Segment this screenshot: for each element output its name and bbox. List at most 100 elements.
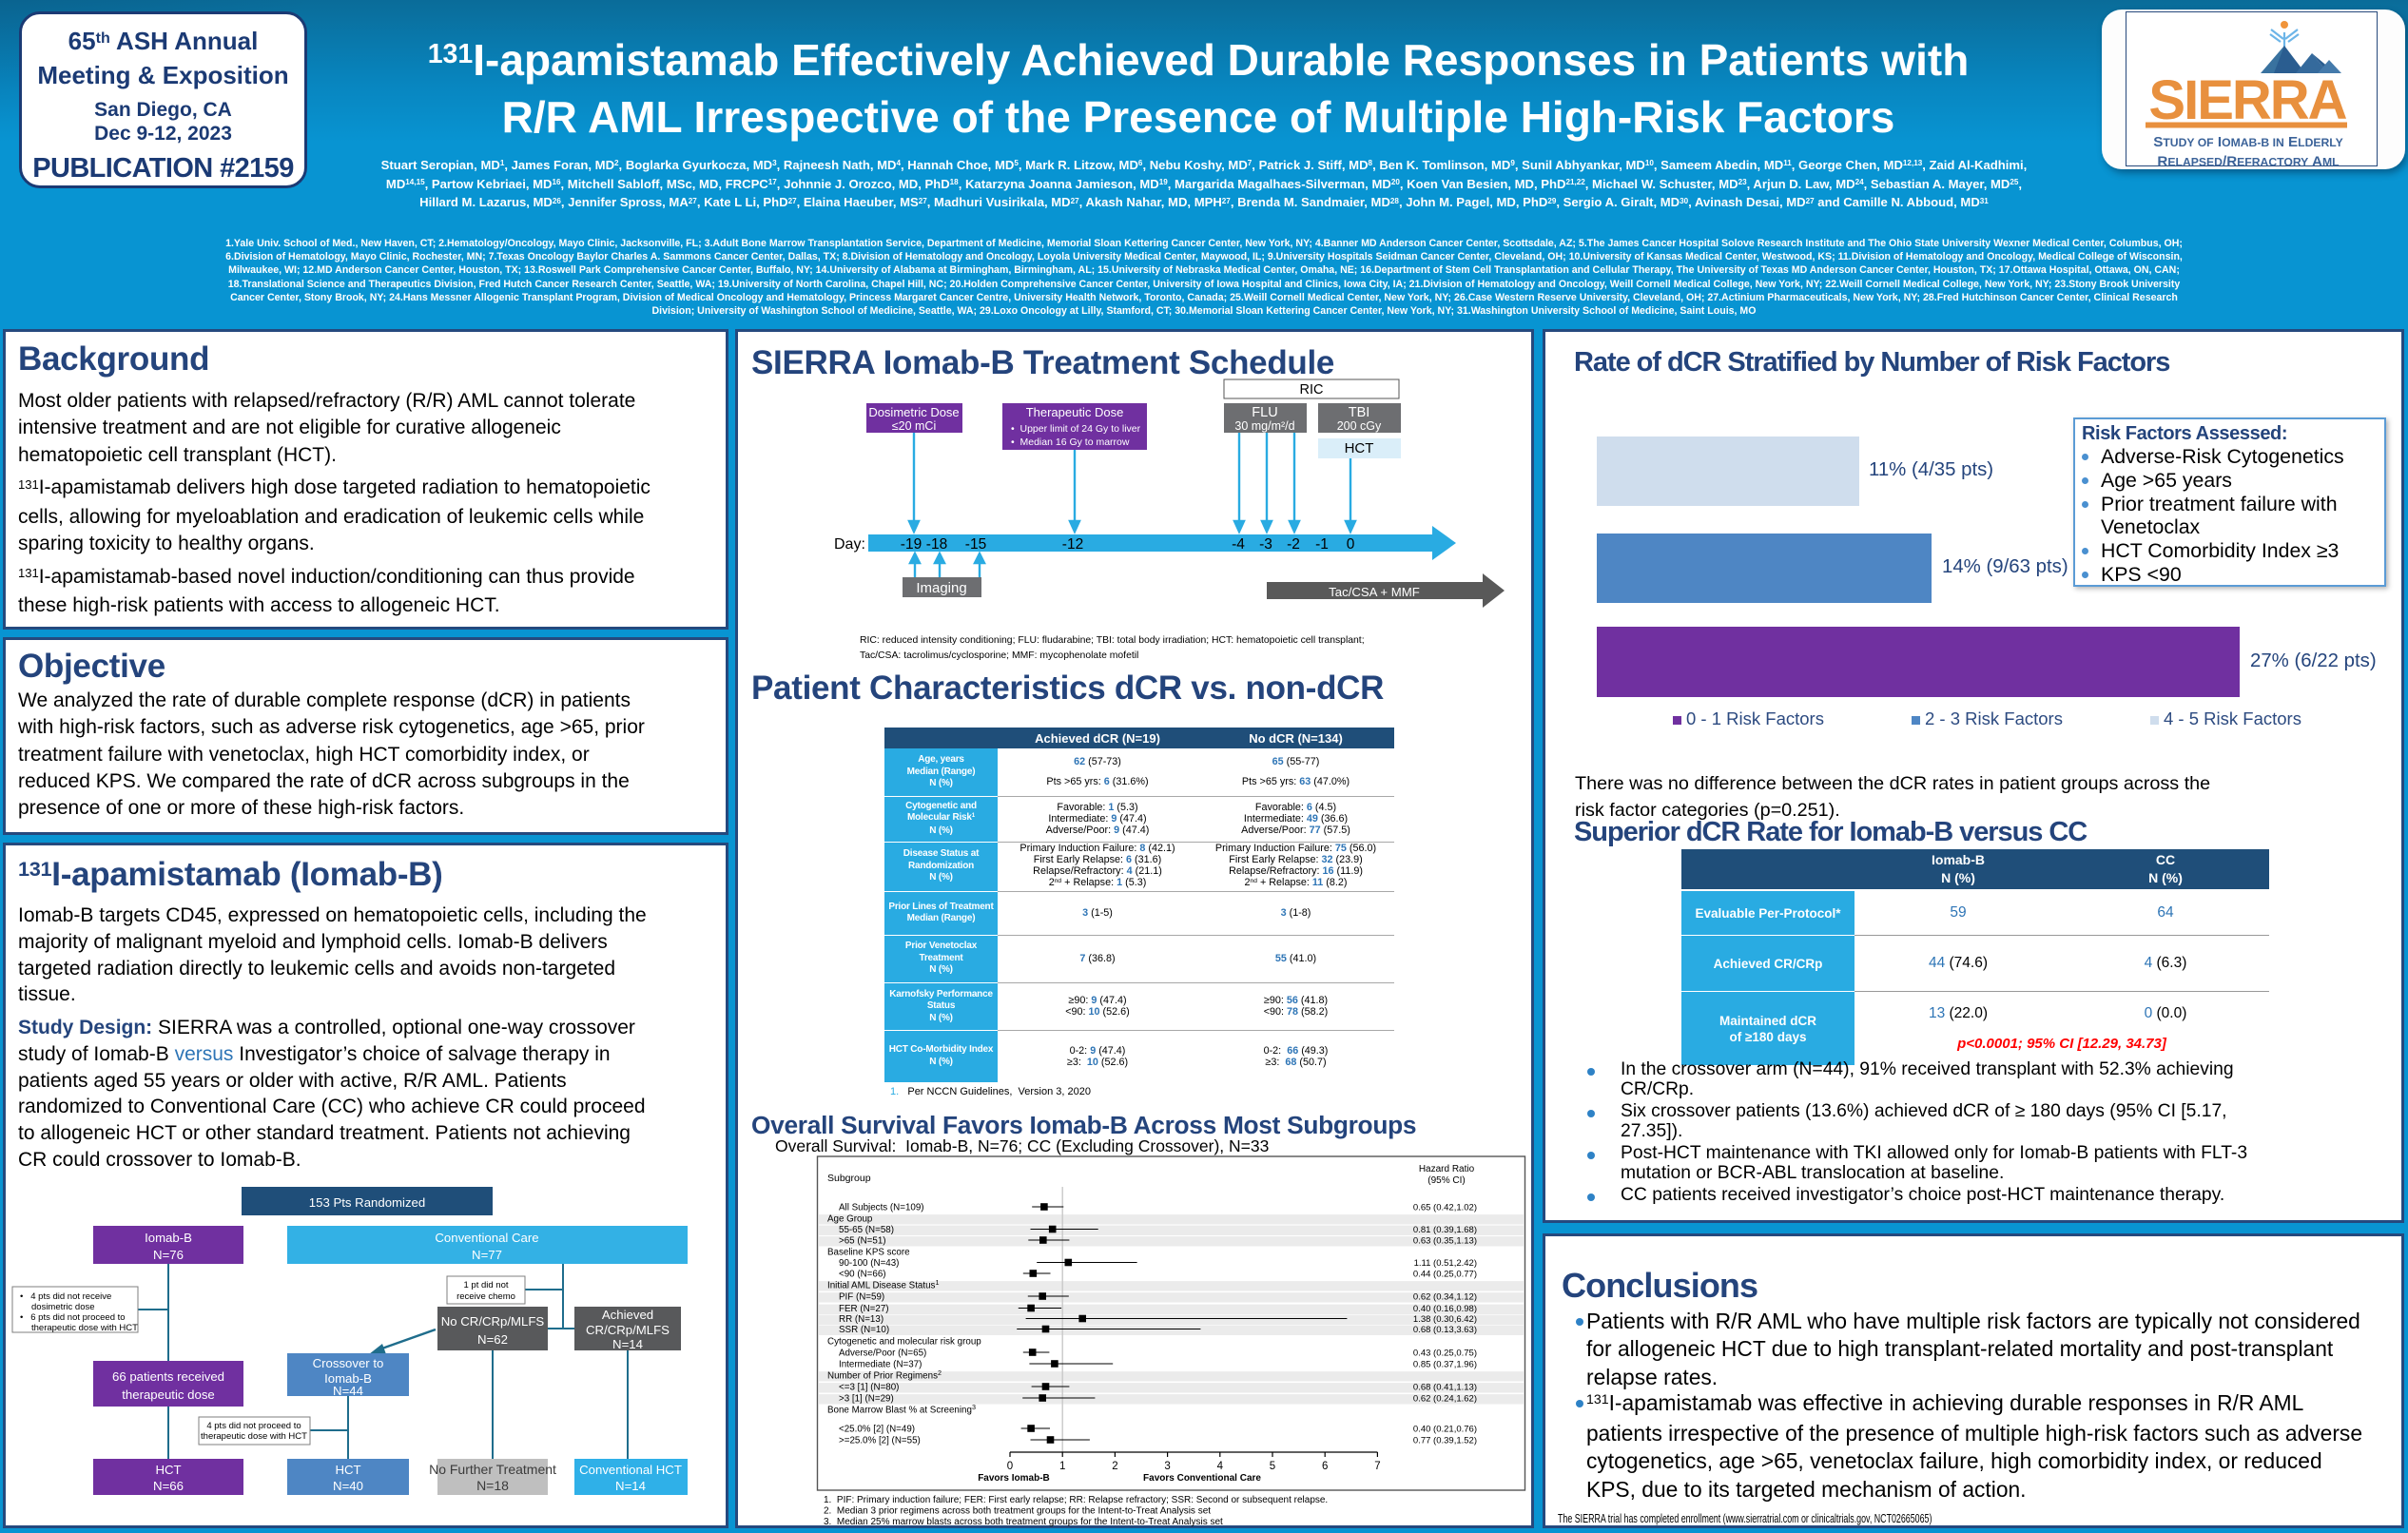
svg-text:1 pt did not: 1 pt did not [463,1280,508,1290]
svg-text:Dosimetric Dose: Dosimetric Dose [868,405,959,419]
svg-text:• 6 pts did not proceed to: • 6 pts did not proceed to [20,1312,126,1323]
svg-text:-1: -1 [1315,536,1329,553]
svg-text:therapeutic dose: therapeutic dose [122,1387,215,1402]
svg-text:55-65 (N=58): 55-65 (N=58) [839,1225,894,1235]
svg-text:N=77: N=77 [472,1248,502,1262]
svg-text:N=62: N=62 [477,1332,508,1347]
svg-text:STUDY OF IOMAB-B IN ELDERLY: STUDY OF IOMAB-B IN ELDERLY [2153,134,2343,150]
svg-text:dosimetric dose: dosimetric dose [31,1302,95,1312]
svg-text:0.40 (0.21,0.76): 0.40 (0.21,0.76) [1413,1425,1477,1435]
svg-text:≤20 mCi: ≤20 mCi [892,419,936,433]
svg-text:Therapeutic Dose: Therapeutic Dose [1026,405,1124,419]
svg-text:1. PIF: Primary induction fai: 1. PIF: Primary induction failure; FER: … [824,1495,1328,1505]
svg-text:153 Pts Randomized: 153 Pts Randomized [309,1195,425,1210]
svg-text:<=3 [1] (N=80): <=3 [1] (N=80) [839,1383,899,1393]
svg-text:Intermediate (N=37): Intermediate (N=37) [839,1360,922,1370]
svg-text:-15: -15 [965,536,986,553]
svg-text:RIC: RIC [1300,382,1324,398]
svg-text:<25.0% [2] (N=49): <25.0% [2] (N=49) [839,1425,915,1435]
svg-text:1: 1 [1059,1461,1065,1472]
svg-text:Subgroup: Subgroup [827,1173,871,1184]
svg-text:0.62 (0.24,1.62): 0.62 (0.24,1.62) [1413,1394,1477,1405]
svg-text:receive chemo: receive chemo [456,1291,515,1302]
svg-text:therapeutic dose with HCT: therapeutic dose with HCT [31,1323,138,1333]
svg-text:-19: -19 [901,536,922,553]
svg-text:-12: -12 [1062,536,1083,553]
svg-text:• Median 16 Gy to marrow: • Median 16 Gy to marrow [1011,437,1130,448]
svg-text:Conventional Care: Conventional Care [435,1231,538,1245]
svg-text:RIC: reduced intensity conditi: RIC: reduced intensity conditioning; FLU… [860,635,1365,646]
svg-text:7: 7 [1374,1461,1380,1472]
svg-text:FLU: FLU [1252,405,1277,420]
svg-text:0.77 (0.39,1.52): 0.77 (0.39,1.52) [1413,1436,1477,1446]
svg-text:66 patients received: 66 patients received [112,1369,224,1384]
svg-text:Number of Prior Regimens2: Number of Prior Regimens2 [827,1368,942,1382]
svg-text:FER (N=27): FER (N=27) [839,1304,889,1314]
svg-text:1.38 (0.30,6.42): 1.38 (0.30,6.42) [1413,1314,1477,1325]
svg-text:No Further Treatment: No Further Treatment [429,1462,556,1477]
svg-text:HCT: HCT [335,1463,360,1477]
svg-text:SSR (N=10): SSR (N=10) [839,1325,889,1335]
svg-text:PIF (N=59): PIF (N=59) [839,1292,884,1303]
svg-text:3: 3 [1164,1461,1170,1472]
svg-text:>65 (N=51): >65 (N=51) [839,1236,886,1247]
svg-text:0.63 (0.35,1.13): 0.63 (0.35,1.13) [1413,1236,1477,1247]
svg-text:0.43 (0.25,0.75): 0.43 (0.25,0.75) [1413,1349,1477,1359]
svg-text:N=40: N=40 [333,1479,363,1493]
svg-text:Conventional HCT: Conventional HCT [579,1463,682,1477]
svg-text:-4: -4 [1232,536,1245,553]
svg-text:2: 2 [1112,1461,1117,1472]
svg-text:No CR/CRp/MLFS: No CR/CRp/MLFS [441,1314,545,1329]
svg-text:<90 (N=66): <90 (N=66) [839,1270,886,1280]
svg-text:• Upper limit of 24 Gy to liv: • Upper limit of 24 Gy to liver [1011,423,1141,435]
svg-text:2. Median 3 prior regimens ac: 2. Median 3 prior regimens across both t… [824,1506,1211,1517]
svg-text:N=14: N=14 [612,1337,643,1351]
svg-text:N=18: N=18 [476,1478,509,1493]
svg-text:0.62 (0.34,1.12): 0.62 (0.34,1.12) [1413,1292,1477,1303]
svg-text:Iomab-B: Iomab-B [324,1371,372,1386]
svg-text:4 pts did not proceed to: 4 pts did not proceed to [206,1421,301,1431]
svg-text:0.81 (0.39,1.68): 0.81 (0.39,1.68) [1413,1225,1477,1235]
svg-text:0.68 (0.13,3.63): 0.68 (0.13,3.63) [1413,1325,1477,1335]
svg-text:RELAPSED/REFRACTORY AML: RELAPSED/REFRACTORY AML [2157,154,2340,170]
svg-text:Age Group: Age Group [827,1214,873,1225]
svg-text:Iomab-B: Iomab-B [145,1231,192,1245]
svg-text:0.85 (0.37,1.96): 0.85 (0.37,1.96) [1413,1360,1477,1370]
svg-text:>3 [1] (N=29): >3 [1] (N=29) [839,1394,894,1405]
svg-text:Adverse/Poor (N=65): Adverse/Poor (N=65) [839,1349,926,1359]
svg-text:All Subjects (N=109): All Subjects (N=109) [839,1203,924,1213]
svg-text:Baseline KPS score: Baseline KPS score [827,1248,910,1258]
svg-text:Favors Conventional Care: Favors Conventional Care [1143,1473,1261,1484]
svg-text:200 cGy: 200 cGy [1337,419,1382,433]
svg-text:Favors Iomab-B: Favors Iomab-B [978,1473,1050,1484]
svg-text:RR (N=13): RR (N=13) [839,1314,884,1325]
svg-text:Hazard Ratio: Hazard Ratio [1419,1164,1475,1174]
svg-text:N=44: N=44 [333,1384,363,1398]
svg-text:N=66: N=66 [153,1479,184,1493]
svg-text:N=14: N=14 [615,1479,646,1493]
svg-text:HCT: HCT [155,1463,181,1477]
svg-text:0: 0 [1347,536,1355,553]
svg-text:Crossover to: Crossover to [313,1356,384,1370]
svg-text:30 mg/m²/d: 30 mg/m²/d [1234,419,1294,433]
svg-text:1.11 (0.51,2.42): 1.11 (0.51,2.42) [1414,1258,1477,1269]
svg-text:Day:: Day: [834,536,865,553]
svg-text:Bone Marrow Blast % at Screeni: Bone Marrow Blast % at Screening3 [827,1403,976,1416]
svg-text:0: 0 [1007,1461,1013,1472]
svg-text:3. Median 25% marrow blasts a: 3. Median 25% marrow blasts across both … [824,1517,1223,1527]
svg-text:therapeutic dose with HCT: therapeutic dose with HCT [201,1431,307,1442]
svg-text:0.68 (0.41,1.13): 0.68 (0.41,1.13) [1413,1383,1477,1393]
svg-text:TBI: TBI [1349,405,1370,420]
svg-text:N=76: N=76 [153,1248,184,1262]
svg-text:90-100 (N=43): 90-100 (N=43) [839,1258,899,1269]
svg-text:-3: -3 [1259,536,1272,553]
svg-text:Tac/CSA + MMF: Tac/CSA + MMF [1329,585,1420,599]
svg-text:• 4 pts did not receive: • 4 pts did not receive [20,1291,111,1302]
svg-text:>=25.0% [2] (N=55): >=25.0% [2] (N=55) [839,1436,921,1446]
svg-text:5: 5 [1270,1461,1275,1472]
svg-text:4: 4 [1217,1461,1224,1472]
svg-text:Achieved: Achieved [602,1308,653,1322]
svg-text:Cytogenetic and molecular risk: Cytogenetic and molecular risk group [827,1337,981,1348]
svg-text:HCT: HCT [1345,440,1374,456]
svg-text:Initial AML Disease Status1: Initial AML Disease Status1 [827,1278,939,1291]
